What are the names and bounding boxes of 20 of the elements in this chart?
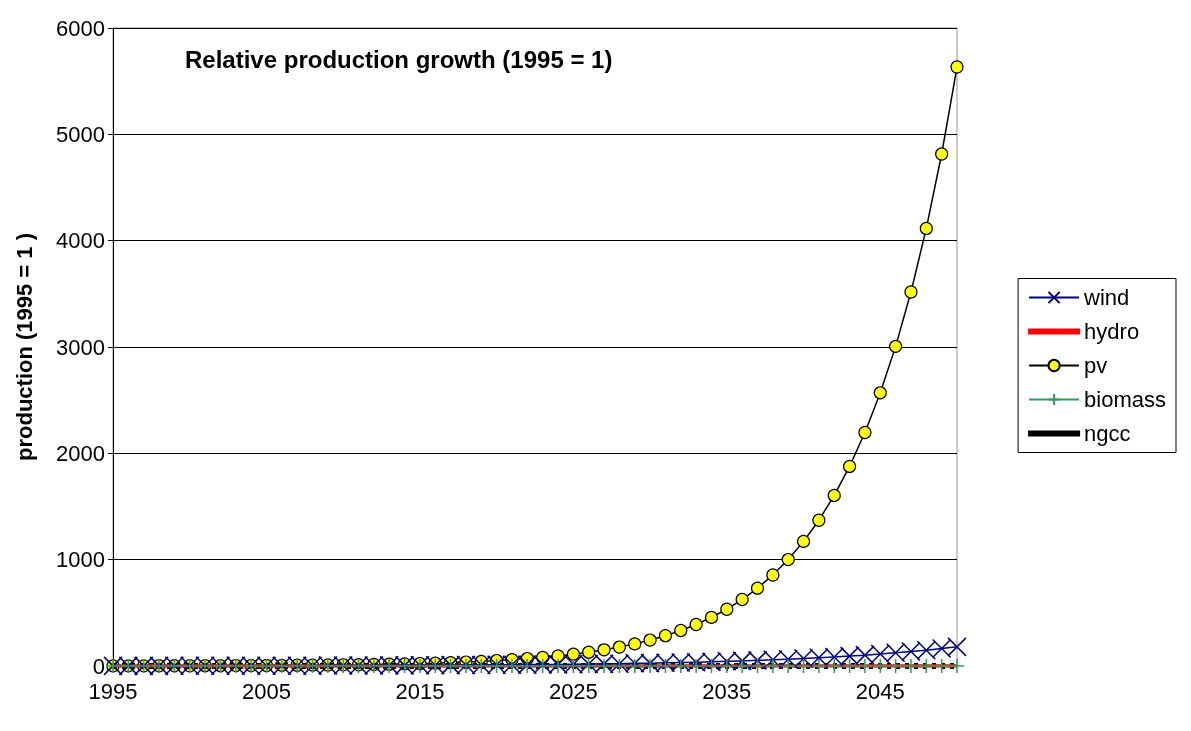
x-tick-label: 1995: [88, 678, 138, 704]
x-tick-label: 2015: [395, 678, 445, 704]
y-tick-label: 2000: [56, 440, 105, 466]
x-tick-label: 2005: [241, 678, 291, 704]
x-tick-label: 2025: [548, 678, 598, 704]
y-tick-label: 5000: [56, 121, 105, 147]
y-tick-label: 1000: [56, 547, 105, 573]
y-tick-label: 3000: [56, 334, 105, 360]
text: Relative production growth (1995 = 1): [185, 45, 613, 73]
legend-label: biomass: [1084, 387, 1166, 412]
legend-label: wind: [1083, 285, 1130, 310]
legend-label: hydro: [1084, 319, 1140, 344]
x-tick-label: 2035: [702, 678, 752, 704]
y-tick-label: 4000: [56, 228, 105, 254]
y-tick-label: 6000: [56, 15, 105, 41]
x-tick-label: 2045: [855, 678, 905, 704]
legend-label: ngcc: [1084, 421, 1131, 446]
legend-label: pv: [1084, 353, 1108, 378]
y-tick-label: 0: [92, 653, 105, 679]
y-axis-title: production (1995 = 1 ): [11, 233, 37, 461]
